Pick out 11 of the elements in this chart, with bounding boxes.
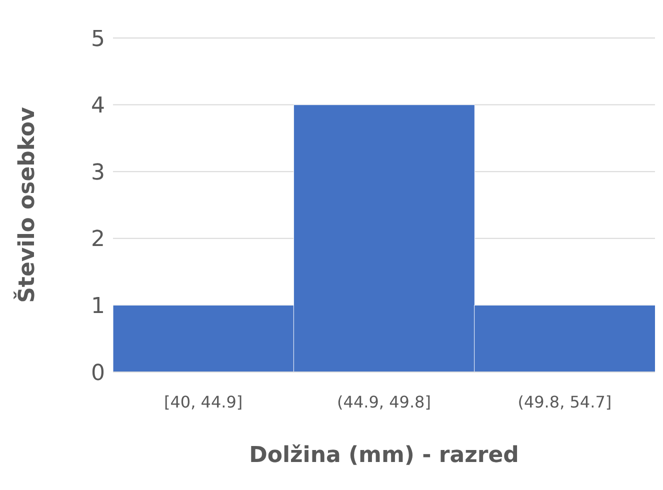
x-tick-label: [40, 44.9] (164, 392, 243, 412)
x-axis-title: Dolžina (mm) - razred (249, 443, 519, 468)
y-tick-label: 5 (91, 26, 105, 52)
x-tick-label: (44.9, 49.8] (337, 392, 431, 412)
y-tick-label: 0 (91, 360, 105, 386)
y-tick-label: 4 (91, 94, 105, 119)
y-tick-label: 2 (91, 227, 105, 252)
y-tick-label: 3 (91, 160, 105, 186)
y-axis-title: Število osebkov (12, 106, 40, 303)
y-tick-label: 1 (91, 294, 105, 320)
x-tick-label: (49.8, 54.7] (518, 392, 612, 412)
